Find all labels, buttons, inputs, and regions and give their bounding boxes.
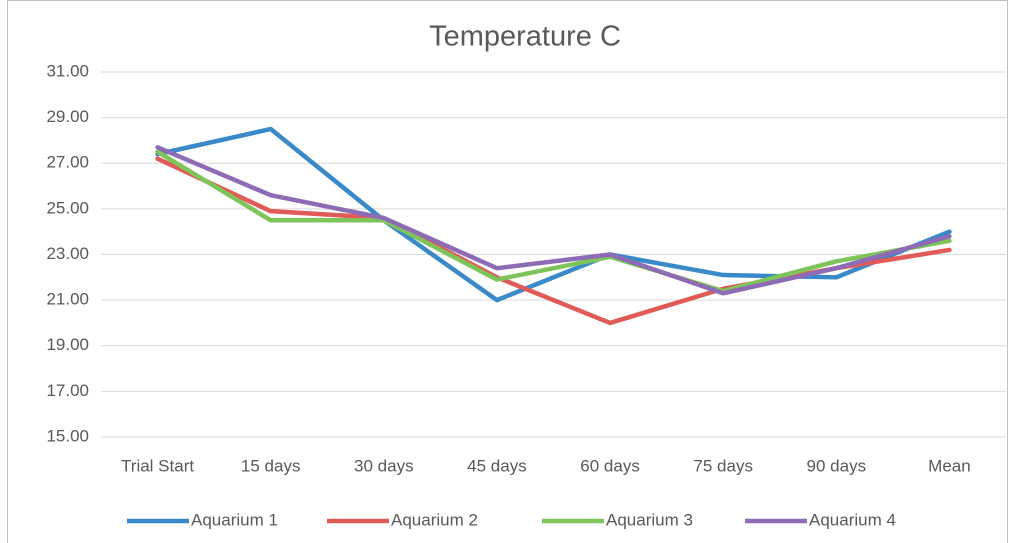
x-tick-label: 75 days: [693, 456, 753, 475]
y-tick-label: 21.00: [46, 290, 89, 309]
legend-label: Aquarium 3: [606, 510, 693, 529]
legend-label: Aquarium 2: [391, 510, 478, 529]
x-tick-label: 90 days: [807, 456, 867, 475]
chart-frame: [7, 0, 1008, 543]
data-line: [155, 149, 952, 294]
x-tick-label: 45 days: [467, 456, 527, 475]
legend-label: Aquarium 4: [809, 510, 896, 529]
x-tick-label: 60 days: [580, 456, 640, 475]
data-line: [155, 126, 952, 303]
x-tick-label: 15 days: [241, 456, 301, 475]
data-line: [155, 145, 952, 296]
y-tick-label: 23.00: [46, 244, 89, 263]
y-tick-label: 15.00: [46, 426, 89, 445]
chart-title: Temperature C: [429, 21, 621, 53]
y-tick-label: 31.00: [46, 61, 89, 80]
y-tick-label: 27.00: [46, 153, 89, 172]
y-tick-label: 19.00: [46, 335, 89, 354]
x-tick-label: Mean: [928, 456, 971, 475]
y-tick-label: 17.00: [46, 381, 89, 400]
legend-label: Aquarium 1: [191, 510, 278, 529]
x-tick-label: Trial Start: [121, 456, 194, 475]
y-tick-label: 25.00: [46, 198, 89, 217]
y-tick-label: 29.00: [46, 107, 89, 126]
x-tick-label: 30 days: [354, 456, 414, 475]
